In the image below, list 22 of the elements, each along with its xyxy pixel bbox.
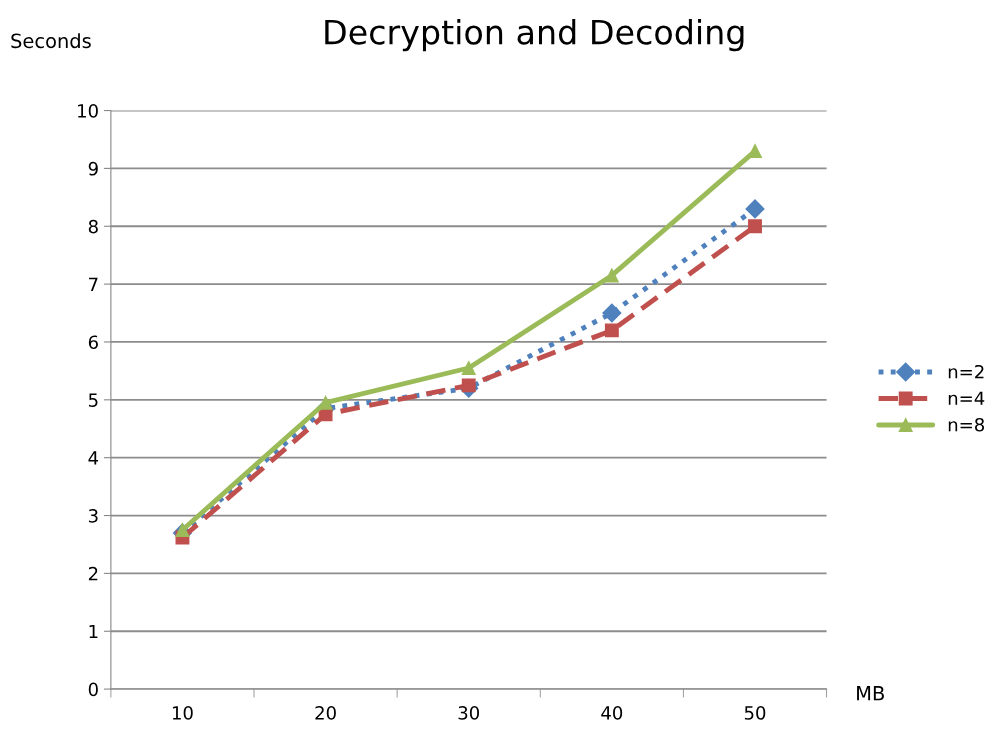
y-tick-label: 8 (88, 219, 98, 234)
legend-label: n=8 (948, 417, 985, 432)
y-tick-label: 7 (89, 277, 98, 291)
y-tick-label: 5 (88, 393, 98, 407)
y-tick-label: 10 (78, 104, 98, 118)
y-tick-label: 6 (88, 335, 98, 350)
x-tick-label: 30 (458, 706, 480, 720)
x-axis-title: MB (857, 686, 884, 701)
x-tick-label: 20 (315, 706, 336, 720)
x-tick-label: 10 (172, 706, 193, 720)
legend-label: n=2 (948, 364, 984, 379)
y-tick-label: 1 (89, 624, 98, 639)
y-tick-label: 4 (88, 451, 99, 465)
y-tick-label: 0 (88, 682, 98, 697)
x-tick-label: 40 (601, 706, 623, 720)
y-axis-title: Seconds (11, 33, 91, 49)
y-tick-label: 9 (88, 161, 98, 176)
y-tick-label: 2 (88, 566, 98, 581)
chart-title: Decryption and Decoding (325, 18, 744, 52)
legend-label: n=4 (948, 391, 985, 405)
x-tick-label: 50 (744, 706, 766, 720)
y-tick-label: 3 (88, 508, 98, 523)
